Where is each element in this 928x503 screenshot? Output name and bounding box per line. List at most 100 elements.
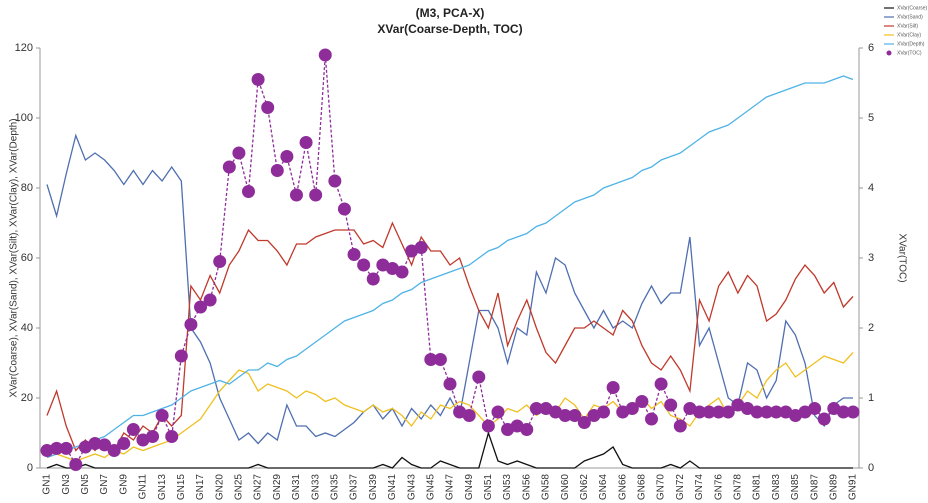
x-tick-label: GN87 [809,474,820,501]
point [357,258,371,272]
x-tick-label: GN17 [195,474,206,501]
point [462,409,476,422]
point [597,405,611,419]
y-tick-label: 40 [21,322,33,334]
x-tick-label: GN35 [329,474,340,501]
y-tick-label: 20 [21,392,33,404]
y-tick-label: 0 [27,462,33,474]
legend-marker [886,50,892,56]
y-tick-label: 100 [15,112,33,124]
point [50,441,64,455]
point [232,146,246,160]
point [213,255,227,268]
x-tick-label: GN60 [560,474,571,501]
x-tick-label: GN15 [176,474,187,501]
x-tick-label: GN7 [99,474,110,495]
point [817,412,831,426]
point [328,174,342,188]
point [568,409,582,422]
point [673,419,687,433]
point [692,405,706,419]
point [337,202,351,216]
legend-label: XVar(Silt) [897,23,918,29]
x-tick-label: GN53 [502,474,513,501]
point [654,377,668,391]
point [712,405,726,419]
legend-label: XVar(Sand) [897,14,923,20]
x-tick-label: GN70 [656,474,667,501]
legend-label: XVar(Coarse) [897,5,928,11]
point [769,405,783,419]
x-tick-label: GN5 [80,474,91,495]
point [414,241,428,254]
y2-tick-label: 0 [868,462,874,474]
point [146,430,160,443]
point [424,353,438,366]
x-tick-label: GN66 [617,474,628,501]
y-tick-label: 80 [21,182,33,194]
point [702,405,716,419]
point [251,73,265,86]
point [625,402,639,415]
point [165,430,179,443]
point [520,423,534,436]
point [558,409,572,422]
x-tick-label: GN9 [118,474,129,495]
x-tick-label: GN31 [291,474,302,501]
x-tick-label: GN49 [464,474,475,501]
series-line [46,133,853,445]
y2-tick-label: 3 [868,252,874,264]
x-tick-label: GN27 [253,474,264,501]
point [242,185,255,198]
point [280,150,294,163]
x-tick-label: GN43 [406,474,417,501]
x-tick-label: GN11 [138,474,149,500]
point [645,412,658,426]
point [117,437,131,450]
series-line [46,221,854,452]
point [577,416,591,429]
y-tick-label: 60 [21,252,33,264]
y-tick-label: 120 [15,42,33,54]
y2-tick-label: 4 [868,182,874,194]
y-axis-label: XVar(Coarse), XVar(Sand), XVar(Silt), XV… [9,118,20,397]
x-tick-label: GN25 [234,474,245,501]
point [107,444,121,457]
x-tick-label: GN85 [790,474,801,501]
y2-tick-label: 2 [868,322,874,334]
point [184,318,198,331]
point [529,402,543,415]
series-line [46,75,854,459]
point [203,293,217,307]
point [318,48,332,62]
point [299,136,313,149]
point [347,248,361,261]
x-tick-label: GN51 [483,474,494,501]
legend-label: XVar(TOC) [897,50,922,56]
point [88,437,102,450]
point [606,381,620,394]
x-tick-label: GN47 [445,474,456,501]
x-tick-label: GN76 [713,474,724,501]
y2-axis-label: XVar(TOC) [896,233,907,282]
x-tick-label: GN64 [598,474,609,501]
point [222,160,236,174]
point [760,405,774,419]
point [309,188,323,202]
x-tick-label: GN83 [771,474,782,501]
point [836,405,850,419]
x-tick-label: GN72 [675,474,686,501]
series-line [46,430,853,469]
point [366,272,380,286]
x-tick-label: GN33 [310,474,321,501]
point [472,370,486,384]
point [664,398,678,412]
legend-label: XVar(Depth) [897,41,925,47]
point [289,188,303,202]
legend-label: XVar(Clay) [897,32,921,38]
point [155,409,169,422]
point [194,300,208,314]
x-tick-label: GN62 [579,474,590,501]
x-tick-label: GN37 [349,474,360,501]
